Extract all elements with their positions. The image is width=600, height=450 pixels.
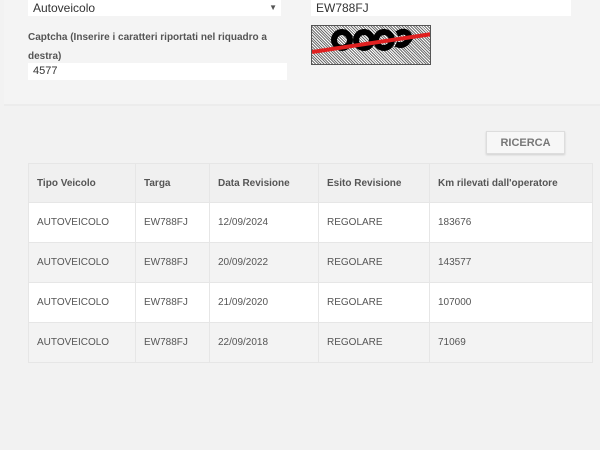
cell-km: 143577 bbox=[429, 242, 593, 283]
cell-km: 107000 bbox=[429, 282, 593, 323]
cell-data: 20/09/2022 bbox=[209, 242, 319, 283]
results-table: Tipo Veicolo Targa Data Revisione Esito … bbox=[28, 163, 593, 363]
search-form-panel: Autoveicolo ▼ EW788FJ Captcha (Inserire … bbox=[4, 0, 600, 106]
table-row: AUTOVEICOLO EW788FJ 12/09/2024 REGOLARE … bbox=[28, 202, 593, 243]
cell-tipo: AUTOVEICOLO bbox=[28, 242, 136, 283]
cell-tipo: AUTOVEICOLO bbox=[28, 322, 136, 363]
table-row: AUTOVEICOLO EW788FJ 22/09/2018 REGOLARE … bbox=[28, 322, 593, 363]
captcha-input[interactable]: 4577 bbox=[28, 63, 287, 80]
header-tipo-veicolo: Tipo Veicolo bbox=[28, 163, 136, 203]
table-row: AUTOVEICOLO EW788FJ 20/09/2022 REGOLARE … bbox=[28, 242, 593, 283]
cell-targa: EW788FJ bbox=[135, 322, 210, 363]
table-row: AUTOVEICOLO EW788FJ 21/09/2020 REGOLARE … bbox=[28, 282, 593, 323]
cell-esito: REGOLARE bbox=[318, 322, 430, 363]
captcha-image bbox=[311, 25, 431, 65]
cell-esito: REGOLARE bbox=[318, 202, 430, 243]
cell-km: 183676 bbox=[429, 202, 593, 243]
header-targa: Targa bbox=[135, 163, 210, 203]
cell-targa: EW788FJ bbox=[135, 202, 210, 243]
chevron-down-icon: ▼ bbox=[269, 3, 277, 12]
header-esito-revisione: Esito Revisione bbox=[318, 163, 430, 203]
table-header-row: Tipo Veicolo Targa Data Revisione Esito … bbox=[28, 163, 593, 203]
header-km: Km rilevati dall'operatore bbox=[429, 163, 593, 203]
cell-tipo: AUTOVEICOLO bbox=[28, 202, 136, 243]
header-data-revisione: Data Revisione bbox=[209, 163, 319, 203]
captcha-label: Captcha (Inserire i caratteri riportati … bbox=[28, 32, 267, 62]
vehicle-type-value: Autoveicolo bbox=[33, 1, 96, 15]
cell-km: 71069 bbox=[429, 322, 593, 363]
cell-tipo: AUTOVEICOLO bbox=[28, 282, 136, 323]
cell-targa: EW788FJ bbox=[135, 282, 210, 323]
cell-esito: REGOLARE bbox=[318, 282, 430, 323]
plate-input[interactable]: EW788FJ bbox=[311, 0, 571, 16]
cell-data: 22/09/2018 bbox=[209, 322, 319, 363]
cell-data: 12/09/2024 bbox=[209, 202, 319, 243]
cell-targa: EW788FJ bbox=[135, 242, 210, 283]
search-button[interactable]: RICERCA bbox=[486, 131, 565, 154]
cell-data: 21/09/2020 bbox=[209, 282, 319, 323]
vehicle-type-select[interactable]: Autoveicolo ▼ bbox=[28, 0, 281, 16]
cell-esito: REGOLARE bbox=[318, 242, 430, 283]
